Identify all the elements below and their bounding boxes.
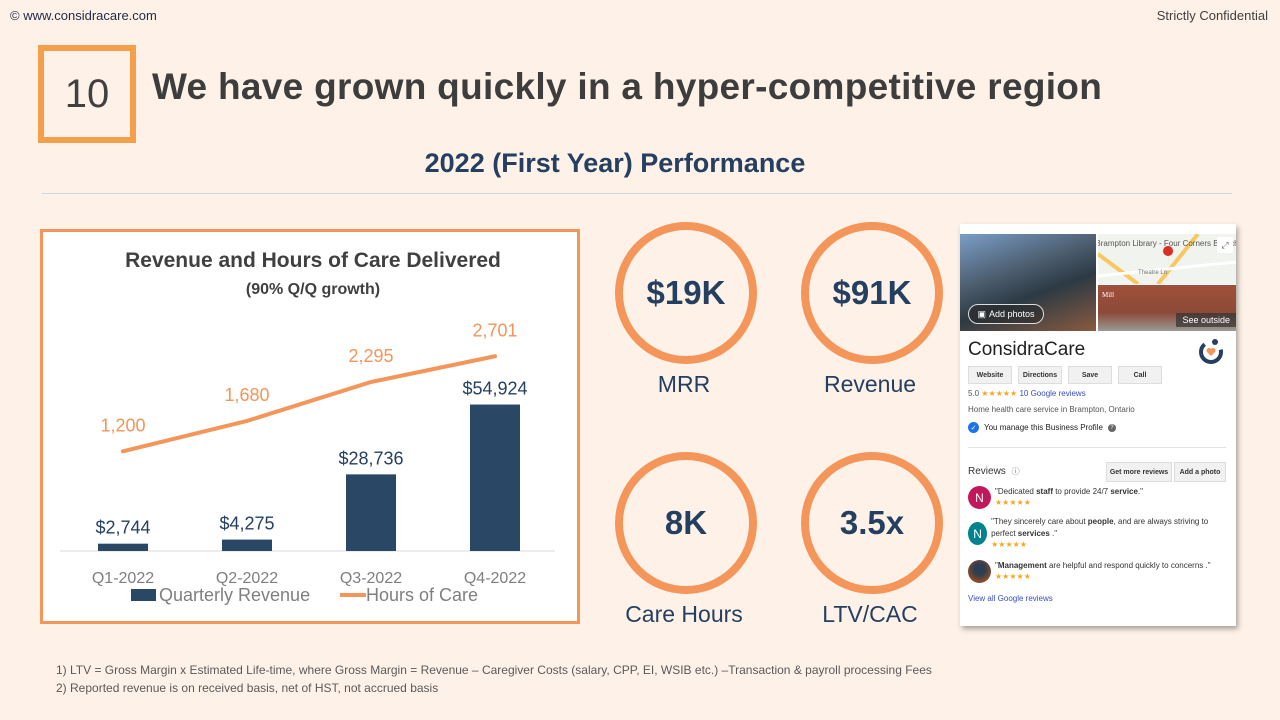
line-data-label: 1,680 [224,385,269,405]
rating-row: 5.0 ★★★★★ 10 Google reviews [968,389,1086,398]
website-button[interactable]: Website [968,366,1012,384]
map-graphic: Brampton Library - Four Corners Branch T… [1098,234,1236,284]
kpi-value: $19K [646,274,726,311]
photo-sign-text: Mill [1102,291,1115,299]
add-photos-button[interactable]: ▣ Add photos [968,304,1044,324]
reviewer-avatar: N [968,522,988,545]
google-business-profile: ▣ Add photos Brampton Library - Four Cor… [960,224,1236,626]
help-icon[interactable]: ? [1107,423,1116,432]
reviews-heading-text: Reviews [968,466,1006,477]
manage-text: You manage this Business Profile [984,423,1103,432]
x-tick-label: Q2-2022 [216,570,278,587]
reviews-link[interactable]: 10 Google reviews [1019,389,1086,398]
business-name: ConsidraCare [968,339,1086,360]
review-stars: ★★★★★ [995,572,1031,581]
review-text: "Management are helpful and respond quic… [995,561,1211,570]
verified-check-icon: ✓ [968,422,979,433]
save-button[interactable]: Save [1068,366,1112,384]
kpi-label: Care Hours [625,601,743,627]
add-photos-label: Add photos [988,309,1035,319]
confidential-label: Strictly Confidential [1156,8,1268,23]
chart-title: Revenue and Hours of Care Delivered [125,249,501,272]
section-subtitle: 2022 (First Year) Performance [424,148,806,178]
legend-label-revenue: Quarterly Revenue [159,585,310,605]
rating-stars: ★★★★★ [981,389,1018,398]
view-all-reviews-link[interactable]: View all Google reviews [968,594,1053,603]
bar-revenue [98,543,148,551]
map-thumbnail[interactable]: Brampton Library - Four Corners Branch T… [1098,234,1236,284]
reviews-heading: Reviews ⓘ [968,466,1020,477]
footnote-2: 2) Reported revenue is on received basis… [56,681,439,695]
review-text: "Dedicated staff to provide 24/7 service… [995,487,1144,496]
kpi-mrr: $19K [615,222,757,364]
bar-data-label: $28,736 [338,448,403,468]
directions-button[interactable]: Directions [1018,366,1062,384]
get-more-reviews-button[interactable]: Get more reviews [1106,462,1172,482]
call-button[interactable]: Call [1118,366,1162,384]
rating-value: 5.0 [968,389,980,398]
kpi-circle: 3.5x [801,452,943,594]
add-a-photo-button[interactable]: Add a photo [1174,462,1226,482]
kpi-label: MRR [657,371,711,397]
map-pin-icon [1163,246,1174,265]
considracare-logo [1198,338,1224,369]
footnote-1: 1) LTV = Gross Margin x Estimated Life-t… [56,663,932,677]
bar-data-label: $4,275 [219,514,274,534]
divider [42,193,1232,194]
revenue-hours-chart: Revenue and Hours of Care Delivered (90%… [40,229,580,624]
kpi-revenue: $91K [801,222,943,364]
chart-subtitle: (90% Q/Q growth) [246,281,380,298]
bar-revenue [470,404,520,551]
slide-title: We have grown quickly in a hyper-competi… [152,66,1103,107]
line-data-label: 2,701 [472,320,517,340]
review-item: "Management are helpful and respond quic… [968,560,1230,583]
map-street-label: Theatre Ln [1138,270,1167,276]
kpi-value: 3.5x [839,504,905,541]
kpi-value: 8K [664,504,708,541]
kpi-circle: 8K [615,452,757,594]
review-stars: ★★★★★ [991,540,1027,549]
chart-canvas: Revenue and Hours of Care Delivered (90%… [60,249,555,605]
bar-revenue [222,539,272,551]
expand-icon[interactable]: ⤢ [1217,237,1233,253]
business-description: Home health care service in Brampton, On… [968,405,1135,414]
map-place-label: Brampton Library - Four Corners Branch [1098,239,1236,248]
bar-data-label: $54,924 [462,379,527,399]
line-data-label: 2,295 [348,346,393,366]
kpi-circle: $19K [615,222,757,364]
bar-revenue [346,474,396,551]
camera-icon: ▣ [977,308,986,319]
website-url: © www.considracare.com [10,8,157,23]
reviewer-avatar: N [968,486,991,509]
legend-swatch-revenue [131,589,156,601]
reviewer-avatar-photo [968,560,991,583]
review-stars: ★★★★★ [995,498,1031,507]
legend-label-hours: Hours of Care [366,585,478,605]
kpi-care-hours: 8K [615,452,757,594]
review-text: "They sincerely care about people, and a… [991,517,1209,538]
info-icon[interactable]: ⓘ [1011,467,1020,476]
x-tick-label: Q3-2022 [340,570,402,587]
bar-data-label: $2,744 [95,518,150,538]
slide-number: 10 [38,45,136,143]
kpi-ltv-cac: 3.5x [801,452,943,594]
card-divider [968,447,1226,448]
line-hours-of-care [121,354,497,454]
review-item: N "Dedicated staff to provide 24/7 servi… [968,486,1228,509]
x-tick-label: Q4-2022 [464,570,526,587]
manage-profile-row: ✓ You manage this Business Profile ? [968,422,1116,433]
see-outside-button[interactable]: See outside [1176,313,1236,327]
kpi-circle: $91K [801,222,943,364]
kpi-value: $91K [832,274,912,311]
x-tick-label: Q1-2022 [92,570,154,587]
line-data-label: 1,200 [100,415,145,435]
kpi-label: Revenue [823,371,917,397]
kpi-label: LTV/CAC [822,601,918,627]
review-item: N "They sincerely care about people, and… [968,516,1228,549]
